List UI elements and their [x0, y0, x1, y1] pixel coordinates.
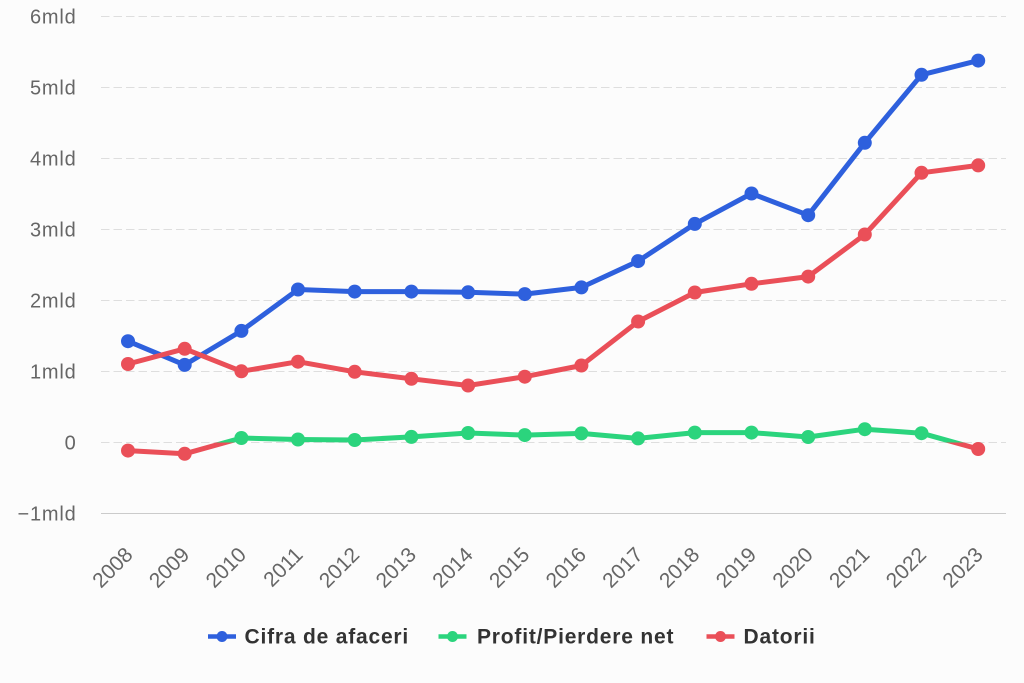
svg-text:2018: 2018 — [655, 543, 704, 592]
svg-text:5mld: 5mld — [30, 78, 77, 100]
svg-text:2022: 2022 — [882, 543, 931, 592]
svg-text:2016: 2016 — [542, 543, 591, 592]
svg-text:Datorii: Datorii — [744, 626, 816, 649]
svg-text:2mld: 2mld — [30, 291, 77, 313]
svg-text:2020: 2020 — [768, 543, 817, 592]
svg-text:0: 0 — [65, 433, 77, 455]
svg-text:2021: 2021 — [825, 543, 874, 592]
svg-text:3mld: 3mld — [30, 220, 77, 242]
svg-text:2010: 2010 — [202, 543, 251, 592]
svg-text:2012: 2012 — [315, 543, 364, 592]
svg-text:2008: 2008 — [88, 543, 137, 592]
svg-text:2019: 2019 — [712, 543, 761, 592]
svg-text:2023: 2023 — [938, 543, 987, 592]
svg-text:6mld: 6mld — [30, 7, 77, 29]
svg-text:−1mld: −1mld — [17, 504, 76, 526]
svg-text:2015: 2015 — [485, 543, 534, 592]
svg-text:2011: 2011 — [259, 543, 307, 591]
svg-text:2017: 2017 — [598, 543, 647, 592]
svg-text:2009: 2009 — [145, 543, 194, 592]
svg-text:Cifra de afaceri: Cifra de afaceri — [245, 626, 410, 649]
svg-text:2013: 2013 — [372, 543, 421, 592]
svg-text:2014: 2014 — [428, 543, 478, 593]
svg-text:Profit/Pierdere net: Profit/Pierdere net — [477, 626, 674, 649]
svg-text:1mld: 1mld — [30, 362, 77, 384]
svg-text:4mld: 4mld — [30, 149, 77, 171]
